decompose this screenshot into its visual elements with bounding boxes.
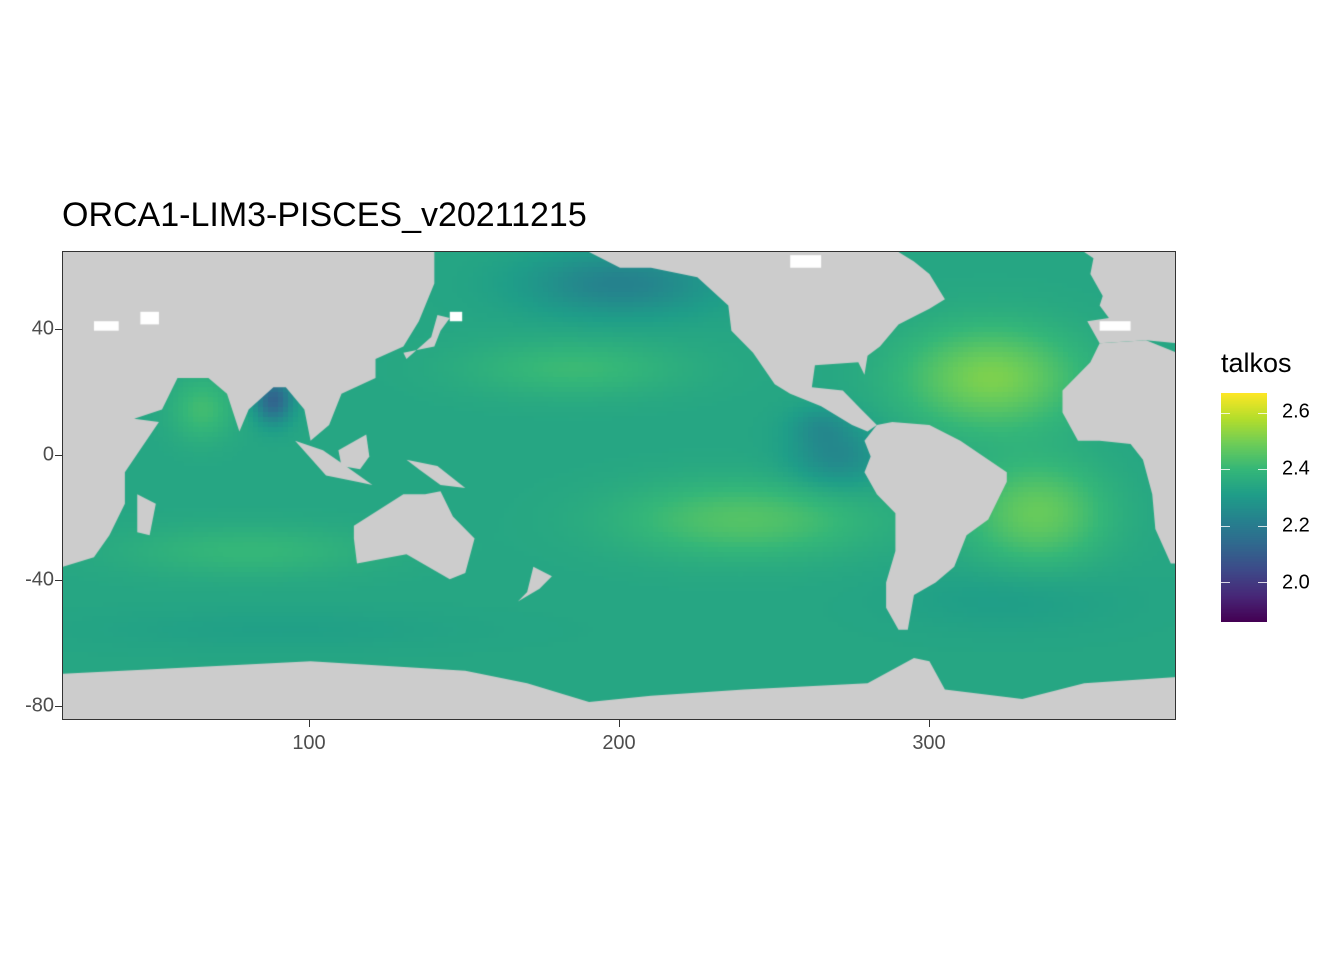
y-tick-mark bbox=[55, 580, 62, 581]
talkos-raster-map bbox=[63, 252, 1175, 719]
legend-title: talkos bbox=[1221, 348, 1292, 378]
legend-tick-mark bbox=[1258, 412, 1267, 414]
y-tick-label: -40 bbox=[25, 568, 54, 591]
plot-title: ORCA1-LIM3-PISCES_v20211215 bbox=[62, 196, 587, 234]
y-tick-label: 40 bbox=[31, 317, 54, 340]
x-tick-mark bbox=[619, 720, 620, 727]
x-tick-label: 300 bbox=[912, 732, 946, 754]
legend-tick-mark bbox=[1221, 582, 1230, 584]
legend-tick-mark bbox=[1221, 412, 1230, 414]
y-tick-mark bbox=[55, 455, 62, 456]
x-tick-label: 200 bbox=[602, 732, 636, 754]
legend-tick-mark bbox=[1221, 469, 1230, 471]
y-tick-label: 0 bbox=[42, 443, 54, 466]
x-tick-mark bbox=[309, 720, 310, 727]
y-tick-mark bbox=[55, 706, 62, 707]
x-tick-mark bbox=[929, 720, 930, 727]
legend-tick-label: 2.2 bbox=[1282, 514, 1310, 537]
legend-tick-mark bbox=[1258, 582, 1267, 584]
plot-panel bbox=[62, 251, 1176, 720]
legend-tick-label: 2.6 bbox=[1282, 400, 1310, 423]
legend-tick-label: 2.0 bbox=[1282, 571, 1310, 594]
x-tick-label: 100 bbox=[292, 732, 326, 754]
colorbar bbox=[1221, 393, 1267, 622]
y-tick-mark bbox=[55, 329, 62, 330]
y-tick-label: -80 bbox=[25, 694, 54, 717]
legend-tick-mark bbox=[1258, 525, 1267, 527]
legend-tick-mark bbox=[1221, 525, 1230, 527]
legend-tick-mark bbox=[1258, 469, 1267, 471]
legend-tick-label: 2.4 bbox=[1282, 457, 1310, 480]
